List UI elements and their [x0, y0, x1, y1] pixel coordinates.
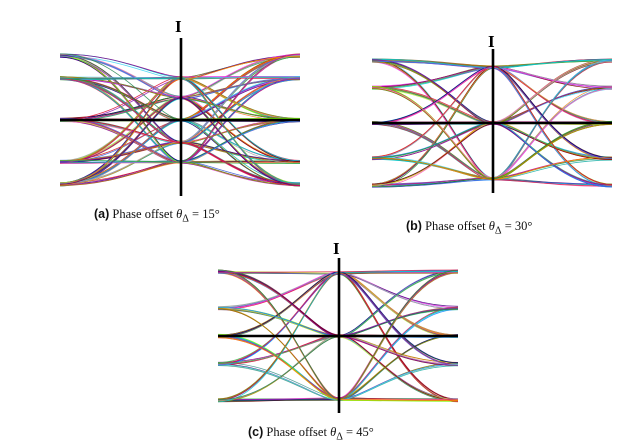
eye-trace	[217, 272, 459, 400]
eye-diagram-c: I (c) Phase offset θΔ = 45°	[216, 240, 460, 444]
eye-diagram-b: I (b) Phase offset θΔ = 30°	[370, 33, 614, 238]
eye-diagram-a-plot	[59, 38, 301, 196]
caption-b-eq: = 30°	[504, 219, 533, 233]
axis-label-b: I	[488, 32, 495, 51]
eye-trace	[59, 53, 301, 163]
caption-a-math: θ	[176, 207, 183, 221]
caption-b-sub: Δ	[494, 225, 502, 237]
caption-a-tag: (a)	[94, 207, 110, 221]
caption-c-text: Phase offset	[266, 425, 327, 439]
caption-c-eq: = 45°	[346, 425, 374, 439]
caption-b: (b) Phase offset θΔ = 30°	[406, 219, 532, 237]
axis-label-c: I	[333, 239, 340, 258]
caption-b-math: θ	[488, 219, 495, 233]
eye-diagram-b-plot	[371, 49, 613, 193]
caption-c: (c) Phase offset θΔ = 45°	[248, 425, 374, 443]
caption-a-eq: = 15°	[192, 207, 220, 221]
eye-diagram-a: I (a) Phase offset θΔ = 15°	[58, 17, 302, 225]
caption-b-tag: (b)	[406, 219, 422, 233]
caption-c-sub: Δ	[336, 431, 343, 443]
caption-a-text: Phase offset	[112, 207, 173, 221]
caption-b-text: Phase offset	[425, 219, 486, 233]
caption-a-sub: Δ	[182, 213, 189, 225]
eye-diagram-c-plot	[217, 258, 459, 413]
eye-trace	[59, 55, 301, 186]
caption-c-math: θ	[330, 425, 337, 439]
axis-label-a: I	[175, 17, 182, 36]
caption-c-tag: (c)	[248, 425, 264, 439]
caption-a: (a) Phase offset θΔ = 15°	[94, 207, 220, 225]
